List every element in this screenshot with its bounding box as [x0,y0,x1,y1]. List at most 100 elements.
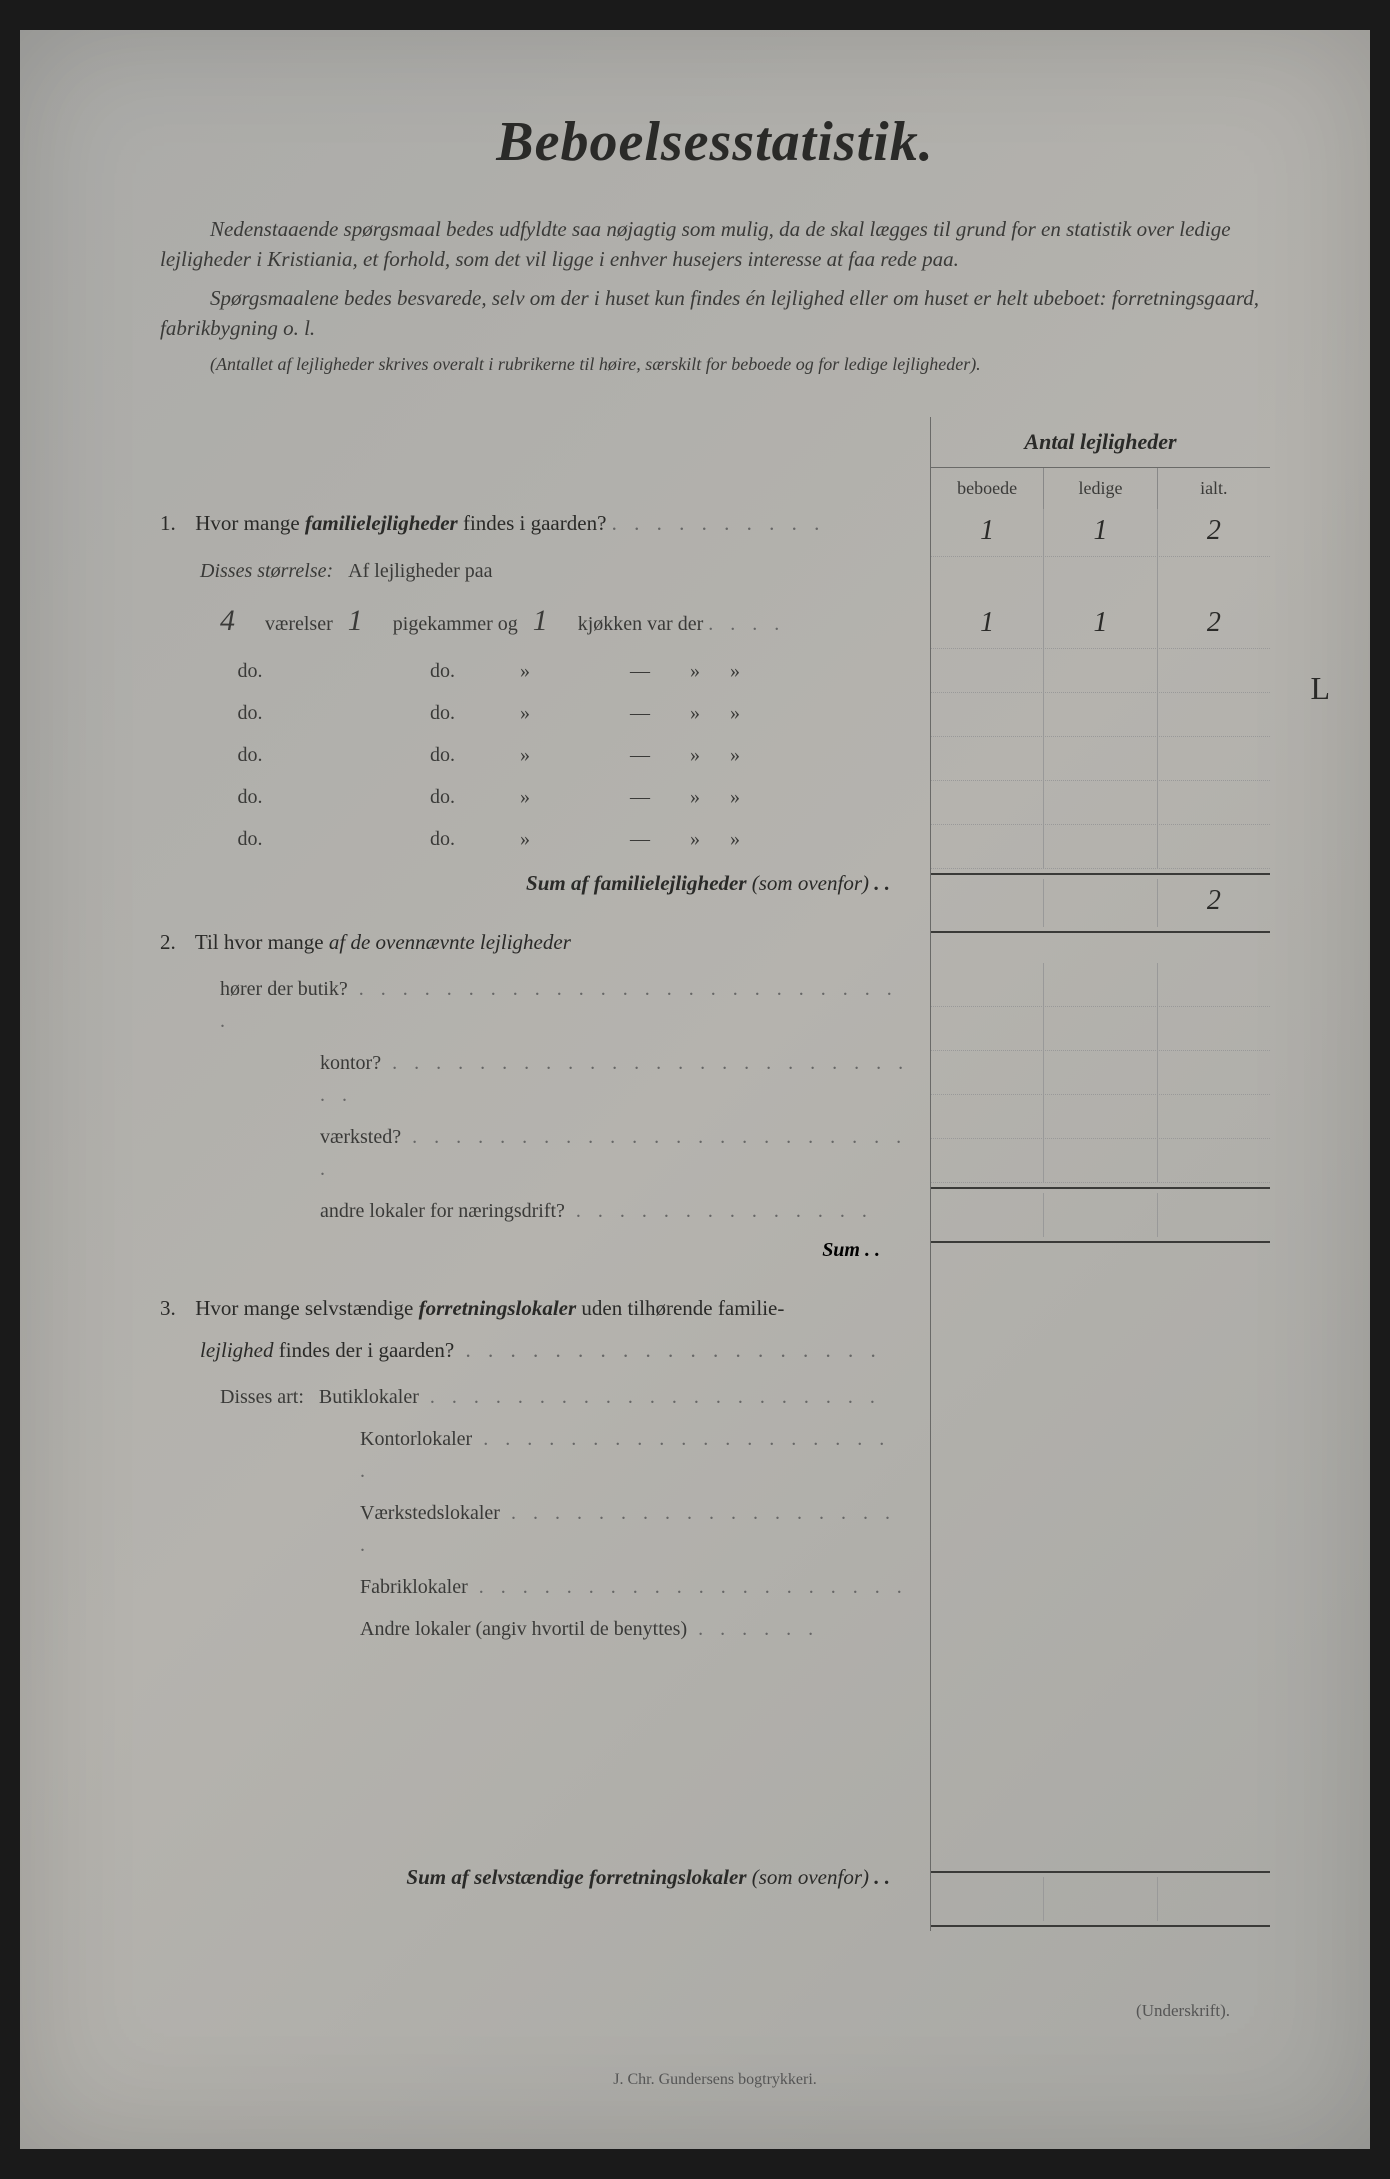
questions-column: 1. Hvor mange familielejligheder findes … [160,417,930,1931]
q3-s3-row: Værkstedslokaler . . . . . . . . . . . .… [360,1497,910,1561]
sum2-label: Sum [822,1239,860,1261]
q3-cont: lejlighed findes der i gaarden? . . . . … [200,1334,910,1368]
q2-r2 [931,1051,1270,1095]
q3-s1: Butiklokaler [319,1386,419,1408]
q2-sum-row [931,1193,1270,1237]
sum-line-bot [931,931,1270,933]
do: do. [430,744,455,766]
do: do. [430,828,455,850]
table-subheader: beboede ledige ialt. [931,468,1270,509]
q1-do-row-2: do. do. »—»» [220,697,910,729]
do: do. [430,660,455,682]
dots: . . . . . . . . . . . . . . [565,1200,873,1222]
cell: 2 [1158,601,1270,648]
q2-number: 2. [160,926,190,960]
q3-text-c: uden tilhørende familie- [576,1296,784,1320]
q2-sub3: værksted? . . . . . . . . . . . . . . . … [320,1121,910,1185]
do-data-4 [931,781,1270,825]
sum-note: (som ovenfor) [752,871,869,895]
q1-sum: Sum af familielejligheder (som ovenfor) … [160,871,890,896]
table-header: Antal lejligheder [931,417,1270,468]
question-1: 1. Hvor mange familielejligheder findes … [160,507,910,541]
disses-art: Disses art: [220,1386,304,1408]
document-page: Beboelsesstatistik. Nedenstaaende spørgs… [20,30,1370,2149]
cell: 1 [931,509,1044,556]
q1-do-row-5: do. do. »—»» [220,823,910,855]
cell: 1 [1044,509,1157,556]
q2-andre: andre lokaler for næringsdrift? [320,1200,565,1222]
hw-vaerelser: 4 [220,597,260,645]
pigekammer-label: pigekammer og [393,613,518,635]
q3-sum-line [931,1871,1270,1873]
intro-paragraph-3: (Antallet af lejligheder skrives overalt… [160,352,1270,377]
q1-text-c: findes i gaarden? [458,511,607,535]
q3-text-d: lejlighed [200,1338,273,1362]
q2-sum-line2 [931,1241,1270,1243]
cell: 2 [1158,509,1270,556]
table-column: Antal lejligheder beboede ledige ialt. 1… [930,417,1270,1931]
cell [1044,557,1157,601]
sum-line-top [931,873,1270,875]
cell: 1 [1044,601,1157,648]
sum3-note: (som ovenfor) [752,1865,869,1889]
dots: . . . . . . . . . . . . . . . . . . . . [468,1576,908,1598]
page-title: Beboelsesstatistik. [160,110,1270,174]
q1-number: 1. [160,507,190,541]
intro-paragraph-1: Nedenstaaende spørgsmaal bedes udfyldte … [160,214,1270,275]
q1-do-row-1: do. do. »—»» [220,655,910,687]
q3-sum-line2 [931,1925,1270,1927]
q1-line1-data: 1 1 2 [931,601,1270,649]
q1-text-a: Hvor mange [195,511,305,535]
q3-text-b: forretningslokaler [419,1296,577,1320]
q3-s2-row: Kontorlokaler . . . . . . . . . . . . . … [360,1423,910,1487]
q2-r1 [931,1007,1270,1051]
printer-footer: J. Chr. Gundersens bogtrykkeri. [160,2071,1270,2089]
dots: . . . . . . . . . . . . . . . . . . . [454,1338,882,1362]
do: do. [220,823,280,855]
do-data-3 [931,737,1270,781]
col-ialt: ialt. [1158,468,1270,509]
do: do. [430,786,455,808]
q3-number: 3. [160,1292,190,1326]
q2-sum: Sum . . [160,1239,910,1262]
q2-sub1: hører der butik? . . . . . . . . . . . .… [220,973,910,1037]
cell [931,879,1044,927]
q1-text-b: familielejligheder [305,511,458,535]
hw-pigekammer: 1 [348,597,388,645]
q2-butik: hører der butik? [220,978,348,1000]
cell [931,557,1044,601]
q3-s5: Andre lokaler (angiv hvortil de benyttes… [360,1618,687,1640]
do-data-2 [931,693,1270,737]
dots: . . . . . . [687,1618,819,1640]
q1-do-row-3: do. do. »—»» [220,739,910,771]
cell [1158,557,1270,601]
do: do. [220,739,280,771]
do: do. [220,697,280,729]
signature-label: (Underskrift). [160,2001,1230,2021]
q2-sum-line [931,1187,1270,1189]
disses-label: Disses størrelse: [200,560,333,582]
dots: . . . . . . . . . . [612,511,826,535]
do-data-5 [931,825,1270,869]
sum-label: Sum af familielejligheder [526,871,747,895]
q3-disses: Disses art: Butiklokaler . . . . . . . .… [220,1381,910,1413]
q3-s3: Værkstedslokaler [360,1502,500,1524]
do: do. [430,702,455,724]
q1-size-line-1: 4 værelser 1 pigekammer og 1 kjøkken var… [220,597,910,645]
main-content: 1. Hvor mange familielejligheder findes … [160,417,1270,1931]
q1-sum-row: 2 [931,879,1270,927]
spacer [931,557,1270,601]
dots: . . . . . . . . . . . . . . . . . . . . … [419,1386,881,1408]
vaerelser-label: værelser [265,613,333,635]
q2-r3 [931,1095,1270,1139]
q3-sum-row [931,1877,1270,1921]
q2-text-a: Til hvor mange [195,930,329,954]
q1-do-row-4: do. do. »—»» [220,781,910,813]
dots: . . . . [708,613,785,635]
q2-text-b: af de ovennævnte lejligheder [329,930,571,954]
q2-r0 [931,963,1270,1007]
dots: . . . . . . . . . . . . . . . . . . . . … [320,1052,909,1106]
q1-disses: Disses størrelse: Af lejligheder paa [200,555,910,587]
hw-kjokken: 1 [533,597,573,645]
q1-data-row: 1 1 2 [931,509,1270,557]
